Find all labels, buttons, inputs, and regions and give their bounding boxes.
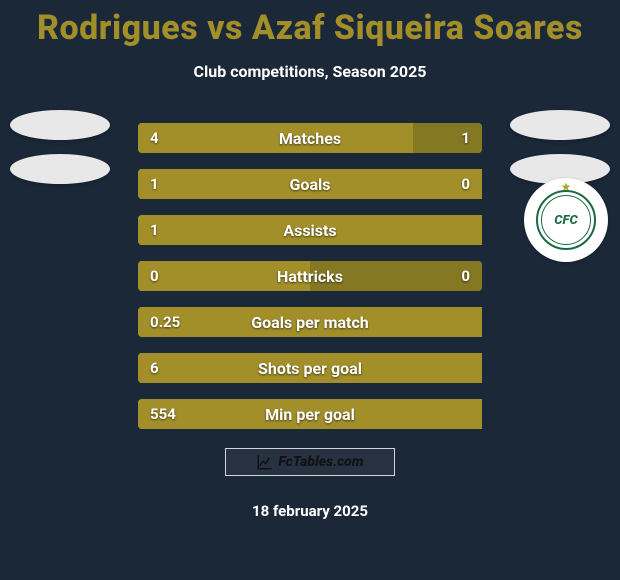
watermark-text: FcTables.com bbox=[278, 454, 363, 470]
chart-icon bbox=[256, 453, 274, 471]
stat-row: Assists1 bbox=[138, 215, 482, 245]
stat-value-left: 1 bbox=[138, 169, 171, 199]
stat-value-right: 1 bbox=[449, 123, 482, 153]
date-text: 18 february 2025 bbox=[0, 502, 620, 520]
stat-label: Hattricks bbox=[138, 261, 482, 291]
stats-bars: Matches41Goals10Assists1Hattricks00Goals… bbox=[138, 123, 482, 445]
stat-label: Shots per goal bbox=[138, 353, 482, 383]
stat-row: Hattricks0 0 bbox=[138, 261, 482, 291]
stat-label: Assists bbox=[138, 215, 482, 245]
stat-value-right: 0 bbox=[449, 169, 482, 199]
left-player-avatar bbox=[0, 80, 120, 200]
stat-value-left: 554 bbox=[138, 399, 188, 429]
stat-label: Matches bbox=[138, 123, 482, 153]
stat-value-right: 0 bbox=[449, 261, 482, 291]
stat-label: Min per goal bbox=[138, 399, 482, 429]
page-title: Rodrigues vs Azaf Siqueira Soares bbox=[0, 8, 620, 48]
stat-row: Matches4 1 bbox=[138, 123, 482, 153]
stat-value-left: 0.25 bbox=[138, 307, 192, 337]
avatar-placeholder-icon bbox=[0, 80, 120, 200]
stat-value-left: 0 bbox=[138, 261, 171, 291]
stat-value-left: 6 bbox=[138, 353, 171, 383]
stat-row: Min per goal554 bbox=[138, 399, 482, 429]
stat-row: Goals1 0 bbox=[138, 169, 482, 199]
badge-ring: CFC bbox=[536, 190, 596, 250]
right-player-club-badge: ★ CFC bbox=[524, 178, 608, 262]
watermark: FcTables.com bbox=[225, 448, 395, 476]
stat-value-left: 4 bbox=[138, 123, 171, 153]
stat-row: Goals per match0.25 bbox=[138, 307, 482, 337]
stat-value-left: 1 bbox=[138, 215, 171, 245]
stat-label: Goals bbox=[138, 169, 482, 199]
comparison-infographic: Rodrigues vs Azaf Siqueira Soares Club c… bbox=[0, 0, 620, 580]
stat-row: Shots per goal6 bbox=[138, 353, 482, 383]
subtitle: Club competitions, Season 2025 bbox=[0, 62, 620, 81]
badge-text: CFC bbox=[554, 214, 577, 227]
